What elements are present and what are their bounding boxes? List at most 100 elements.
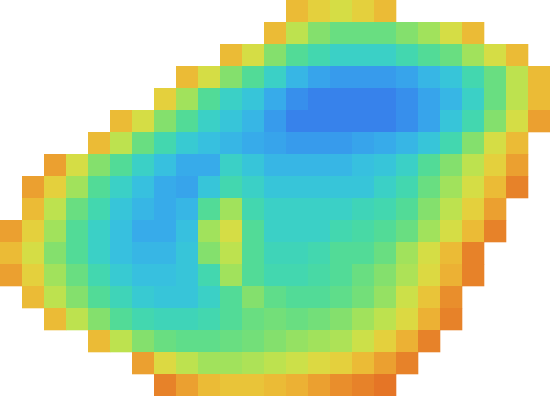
heat-cell bbox=[88, 330, 110, 352]
heat-cell bbox=[154, 374, 176, 396]
heat-cell bbox=[176, 132, 198, 154]
heat-cell bbox=[154, 198, 176, 220]
heat-cell bbox=[396, 110, 418, 132]
heat-cell bbox=[286, 198, 308, 220]
heat-cell bbox=[44, 176, 66, 198]
heat-cell bbox=[22, 220, 44, 242]
heat-cell bbox=[374, 286, 396, 308]
heat-cell bbox=[154, 154, 176, 176]
heat-cell bbox=[440, 88, 462, 110]
heat-cell bbox=[132, 110, 154, 132]
heat-cell bbox=[396, 66, 418, 88]
heat-cell bbox=[22, 242, 44, 264]
heat-cell bbox=[242, 308, 264, 330]
heat-cell bbox=[176, 286, 198, 308]
heat-cell bbox=[220, 110, 242, 132]
heat-cell bbox=[286, 0, 308, 22]
heat-cell bbox=[330, 22, 352, 44]
heat-cell bbox=[264, 374, 286, 396]
heat-cell bbox=[220, 330, 242, 352]
heat-cell bbox=[198, 264, 220, 286]
heat-cell bbox=[330, 154, 352, 176]
heat-cell bbox=[0, 242, 22, 264]
heat-cell bbox=[220, 286, 242, 308]
heat-cell bbox=[242, 330, 264, 352]
heat-cell bbox=[264, 286, 286, 308]
heat-cell bbox=[374, 308, 396, 330]
heat-cell bbox=[44, 286, 66, 308]
heat-cell bbox=[264, 352, 286, 374]
heat-cell bbox=[286, 330, 308, 352]
heat-cell bbox=[462, 132, 484, 154]
heat-cell bbox=[506, 154, 528, 176]
heat-cell bbox=[308, 176, 330, 198]
heat-cell bbox=[132, 176, 154, 198]
heat-cell bbox=[220, 308, 242, 330]
heat-cell bbox=[176, 176, 198, 198]
heat-cell bbox=[374, 220, 396, 242]
heat-cell bbox=[352, 110, 374, 132]
heat-cell bbox=[396, 176, 418, 198]
heat-cell bbox=[44, 264, 66, 286]
heat-cell bbox=[308, 0, 330, 22]
heat-cell bbox=[484, 66, 506, 88]
heat-cell bbox=[374, 154, 396, 176]
heat-cell bbox=[132, 198, 154, 220]
heat-cell bbox=[506, 44, 528, 66]
heat-cell bbox=[352, 22, 374, 44]
heat-cell bbox=[132, 132, 154, 154]
heat-cell bbox=[396, 154, 418, 176]
heat-cell bbox=[462, 44, 484, 66]
heat-cell bbox=[440, 198, 462, 220]
map-canvas bbox=[0, 0, 553, 396]
heat-cell bbox=[374, 198, 396, 220]
heat-cell bbox=[154, 286, 176, 308]
heat-cell bbox=[308, 198, 330, 220]
heat-cell bbox=[440, 242, 462, 264]
heat-cell bbox=[66, 286, 88, 308]
heat-cell bbox=[242, 286, 264, 308]
heat-cell bbox=[44, 220, 66, 242]
heat-cell bbox=[110, 242, 132, 264]
heat-cell bbox=[440, 66, 462, 88]
heat-cell bbox=[286, 154, 308, 176]
heat-cell bbox=[396, 198, 418, 220]
heat-cell bbox=[374, 44, 396, 66]
heat-cell bbox=[330, 132, 352, 154]
heat-cell bbox=[242, 242, 264, 264]
heat-cell bbox=[330, 374, 352, 396]
heat-cell bbox=[110, 176, 132, 198]
heat-cell bbox=[286, 352, 308, 374]
heat-cell bbox=[440, 110, 462, 132]
heat-cell bbox=[286, 242, 308, 264]
heat-cell bbox=[374, 22, 396, 44]
heat-cell bbox=[418, 110, 440, 132]
heat-cell bbox=[264, 242, 286, 264]
heat-cell bbox=[88, 308, 110, 330]
heat-cell bbox=[176, 88, 198, 110]
heat-cell bbox=[462, 264, 484, 286]
heat-cell bbox=[352, 154, 374, 176]
heat-cell bbox=[330, 0, 352, 22]
heat-cell bbox=[418, 286, 440, 308]
heat-cell bbox=[440, 286, 462, 308]
heat-cell bbox=[286, 110, 308, 132]
heat-cell bbox=[352, 176, 374, 198]
heat-cell bbox=[308, 22, 330, 44]
heat-cell bbox=[242, 66, 264, 88]
heat-cell bbox=[440, 220, 462, 242]
heat-cell bbox=[330, 198, 352, 220]
heat-cell bbox=[22, 198, 44, 220]
heat-cell bbox=[330, 286, 352, 308]
heat-cell bbox=[462, 154, 484, 176]
heat-cell bbox=[154, 220, 176, 242]
heat-cell bbox=[110, 110, 132, 132]
heat-cell bbox=[418, 132, 440, 154]
heat-cell bbox=[396, 242, 418, 264]
heat-cell bbox=[396, 330, 418, 352]
heat-cell bbox=[198, 308, 220, 330]
heat-cell bbox=[198, 242, 220, 264]
heat-cell bbox=[506, 176, 528, 198]
heat-cell bbox=[330, 242, 352, 264]
heat-cell bbox=[286, 22, 308, 44]
